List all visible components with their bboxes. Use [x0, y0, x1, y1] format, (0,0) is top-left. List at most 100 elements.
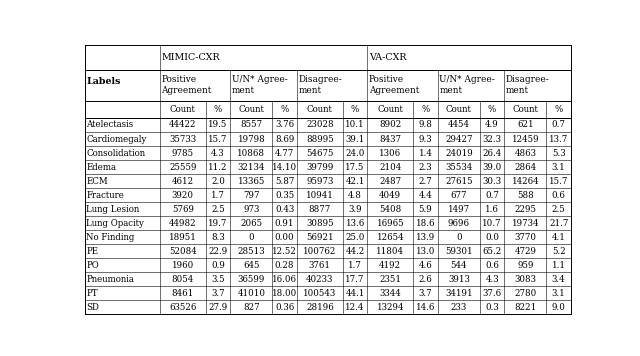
Text: 797: 797 [243, 190, 260, 199]
Text: Disagree-
ment: Disagree- ment [506, 75, 550, 95]
Text: 4454: 4454 [448, 120, 470, 130]
Text: 0.36: 0.36 [275, 303, 294, 312]
Text: 3.1: 3.1 [552, 163, 566, 172]
Text: 18.6: 18.6 [416, 219, 435, 227]
Text: PT: PT [86, 289, 98, 298]
Text: 0.00: 0.00 [275, 232, 294, 242]
Text: 1.7: 1.7 [211, 190, 225, 199]
Text: 9785: 9785 [172, 148, 194, 157]
Text: 2.3: 2.3 [419, 163, 433, 172]
Text: 19734: 19734 [511, 219, 539, 227]
Text: 28196: 28196 [306, 303, 333, 312]
Text: No Finding: No Finding [86, 232, 135, 242]
Text: 35534: 35534 [445, 163, 472, 172]
Text: 8877: 8877 [308, 205, 331, 214]
Text: 0.7: 0.7 [552, 120, 566, 130]
Text: Lung Opacity: Lung Opacity [86, 219, 145, 227]
Text: 10868: 10868 [237, 148, 266, 157]
Text: 95973: 95973 [306, 177, 333, 185]
Text: 1.6: 1.6 [485, 205, 499, 214]
Text: %: % [421, 105, 429, 114]
Text: 24019: 24019 [445, 148, 473, 157]
Text: Count: Count [170, 105, 196, 114]
Text: 25.0: 25.0 [346, 232, 365, 242]
Text: 14264: 14264 [511, 177, 539, 185]
Text: 0.9: 0.9 [211, 261, 225, 269]
Text: 3.5: 3.5 [211, 274, 225, 284]
Text: 645: 645 [243, 261, 260, 269]
Text: 3.76: 3.76 [275, 120, 294, 130]
Text: 63526: 63526 [169, 303, 196, 312]
Text: Edema: Edema [86, 163, 116, 172]
Text: 4729: 4729 [515, 247, 536, 256]
Text: 32134: 32134 [237, 163, 265, 172]
Text: 13.6: 13.6 [346, 219, 365, 227]
Text: 621: 621 [517, 120, 534, 130]
Text: 19.5: 19.5 [209, 120, 228, 130]
Text: 4192: 4192 [380, 261, 401, 269]
Text: 24.0: 24.0 [346, 148, 365, 157]
Text: 0.6: 0.6 [552, 190, 566, 199]
Text: 0: 0 [248, 232, 254, 242]
Text: 12.4: 12.4 [346, 303, 365, 312]
Text: 4.4: 4.4 [419, 190, 433, 199]
Text: Atelectasis: Atelectasis [86, 120, 134, 130]
Text: 44422: 44422 [169, 120, 196, 130]
Text: Count: Count [513, 105, 538, 114]
Text: 12654: 12654 [376, 232, 404, 242]
Text: 3344: 3344 [380, 289, 401, 298]
Text: Fracture: Fracture [86, 190, 124, 199]
Text: 2065: 2065 [240, 219, 262, 227]
Text: 1.4: 1.4 [419, 148, 433, 157]
Text: 17.7: 17.7 [346, 274, 365, 284]
Text: %: % [280, 105, 289, 114]
Text: 1306: 1306 [380, 148, 401, 157]
Text: 2780: 2780 [515, 289, 536, 298]
Text: 40233: 40233 [306, 274, 333, 284]
Text: 35733: 35733 [169, 135, 196, 143]
Text: 2.5: 2.5 [552, 205, 566, 214]
Text: 11.2: 11.2 [208, 163, 228, 172]
Text: 8221: 8221 [515, 303, 536, 312]
Text: 8.69: 8.69 [275, 135, 294, 143]
Text: 19798: 19798 [237, 135, 265, 143]
Text: 16965: 16965 [376, 219, 404, 227]
Text: 14.10: 14.10 [272, 163, 297, 172]
Text: 65.2: 65.2 [483, 247, 502, 256]
Text: 9.0: 9.0 [552, 303, 566, 312]
Text: 15.7: 15.7 [549, 177, 568, 185]
Text: 5.87: 5.87 [275, 177, 294, 185]
Text: 88995: 88995 [306, 135, 333, 143]
Text: 3.9: 3.9 [348, 205, 362, 214]
Text: 13.7: 13.7 [549, 135, 568, 143]
Text: 41010: 41010 [237, 289, 266, 298]
Text: 100543: 100543 [303, 289, 337, 298]
Text: 18.00: 18.00 [272, 289, 297, 298]
Text: 29427: 29427 [445, 135, 472, 143]
Text: 3770: 3770 [515, 232, 536, 242]
Text: 0.43: 0.43 [275, 205, 294, 214]
Text: 37.6: 37.6 [483, 289, 502, 298]
Text: 10941: 10941 [306, 190, 334, 199]
Text: 4.3: 4.3 [211, 148, 225, 157]
Text: 0.91: 0.91 [275, 219, 294, 227]
Text: 3920: 3920 [172, 190, 194, 199]
Text: 3761: 3761 [309, 261, 331, 269]
Text: 4612: 4612 [172, 177, 194, 185]
Text: 39799: 39799 [306, 163, 333, 172]
Text: PO: PO [86, 261, 99, 269]
Text: 52084: 52084 [169, 247, 196, 256]
Text: 36599: 36599 [237, 274, 265, 284]
Text: 2.5: 2.5 [211, 205, 225, 214]
Text: 22.9: 22.9 [209, 247, 228, 256]
Text: 9696: 9696 [448, 219, 470, 227]
Text: 973: 973 [243, 205, 260, 214]
Text: 827: 827 [243, 303, 260, 312]
Text: %: % [554, 105, 563, 114]
Text: 13.0: 13.0 [416, 247, 435, 256]
Text: U/N* Agree-
ment: U/N* Agree- ment [440, 75, 495, 95]
Text: 26.4: 26.4 [483, 148, 502, 157]
Text: 14.6: 14.6 [416, 303, 435, 312]
Text: 1960: 1960 [172, 261, 194, 269]
Text: Count: Count [446, 105, 472, 114]
